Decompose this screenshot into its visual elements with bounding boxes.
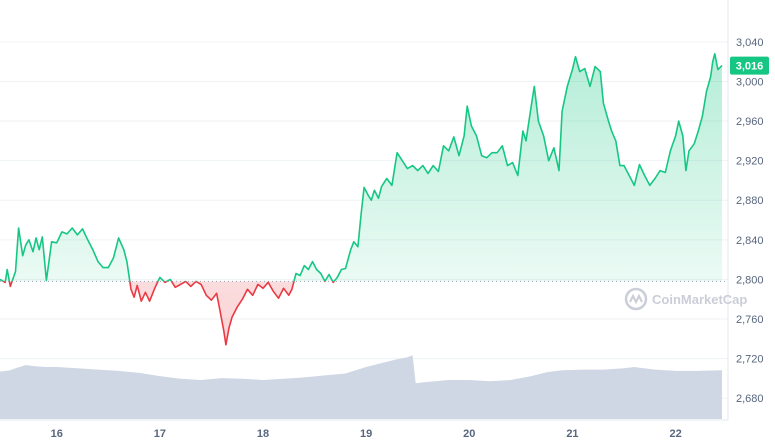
y-tick-label: 2,840 — [736, 235, 764, 247]
y-tick-label: 2,800 — [736, 274, 764, 286]
y-tick-label: 2,880 — [736, 195, 764, 207]
y-tick-label: 3,000 — [736, 76, 764, 88]
x-tick-label: 21 — [566, 428, 578, 440]
price-line-above-baseline[interactable] — [0, 53, 723, 345]
x-tick-label: 16 — [51, 428, 63, 440]
x-tick-label: 22 — [669, 428, 681, 440]
x-axis: 16 17 18 19 20 21 22 — [51, 428, 682, 440]
y-axis: 2,680 2,720 2,760 2,800 2,840 2,880 2,920 2,960… — [736, 37, 764, 405]
y-tick-label: 2,720 — [736, 354, 764, 366]
current-price-badge: 3,016 — [730, 56, 769, 75]
current-price-badge-background — [730, 56, 769, 75]
y-tick-label: 2,760 — [736, 314, 764, 326]
watermark-text: CoinMarketCap — [652, 292, 747, 307]
watermark-logo: CoinMarketCap — [624, 287, 747, 311]
coinmarketcap-logo-icon — [624, 287, 648, 311]
y-tick-label: 2,920 — [736, 156, 764, 168]
y-tick-label: 2,680 — [736, 393, 764, 405]
x-tick-label: 17 — [154, 428, 166, 440]
y-tick-label: 3,040 — [736, 37, 764, 49]
x-tick-label: 18 — [257, 428, 269, 440]
y-tick-label: 2,960 — [736, 116, 764, 128]
coinmarketcap-logo-mark — [629, 293, 643, 305]
volume-area-layer — [0, 355, 722, 419]
price-area-above-baseline — [0, 53, 722, 282]
x-tick-label: 19 — [360, 428, 372, 440]
x-tick-label: 20 — [463, 428, 475, 440]
volume-area — [0, 355, 722, 419]
current-price-label: 3,016 — [736, 61, 764, 73]
